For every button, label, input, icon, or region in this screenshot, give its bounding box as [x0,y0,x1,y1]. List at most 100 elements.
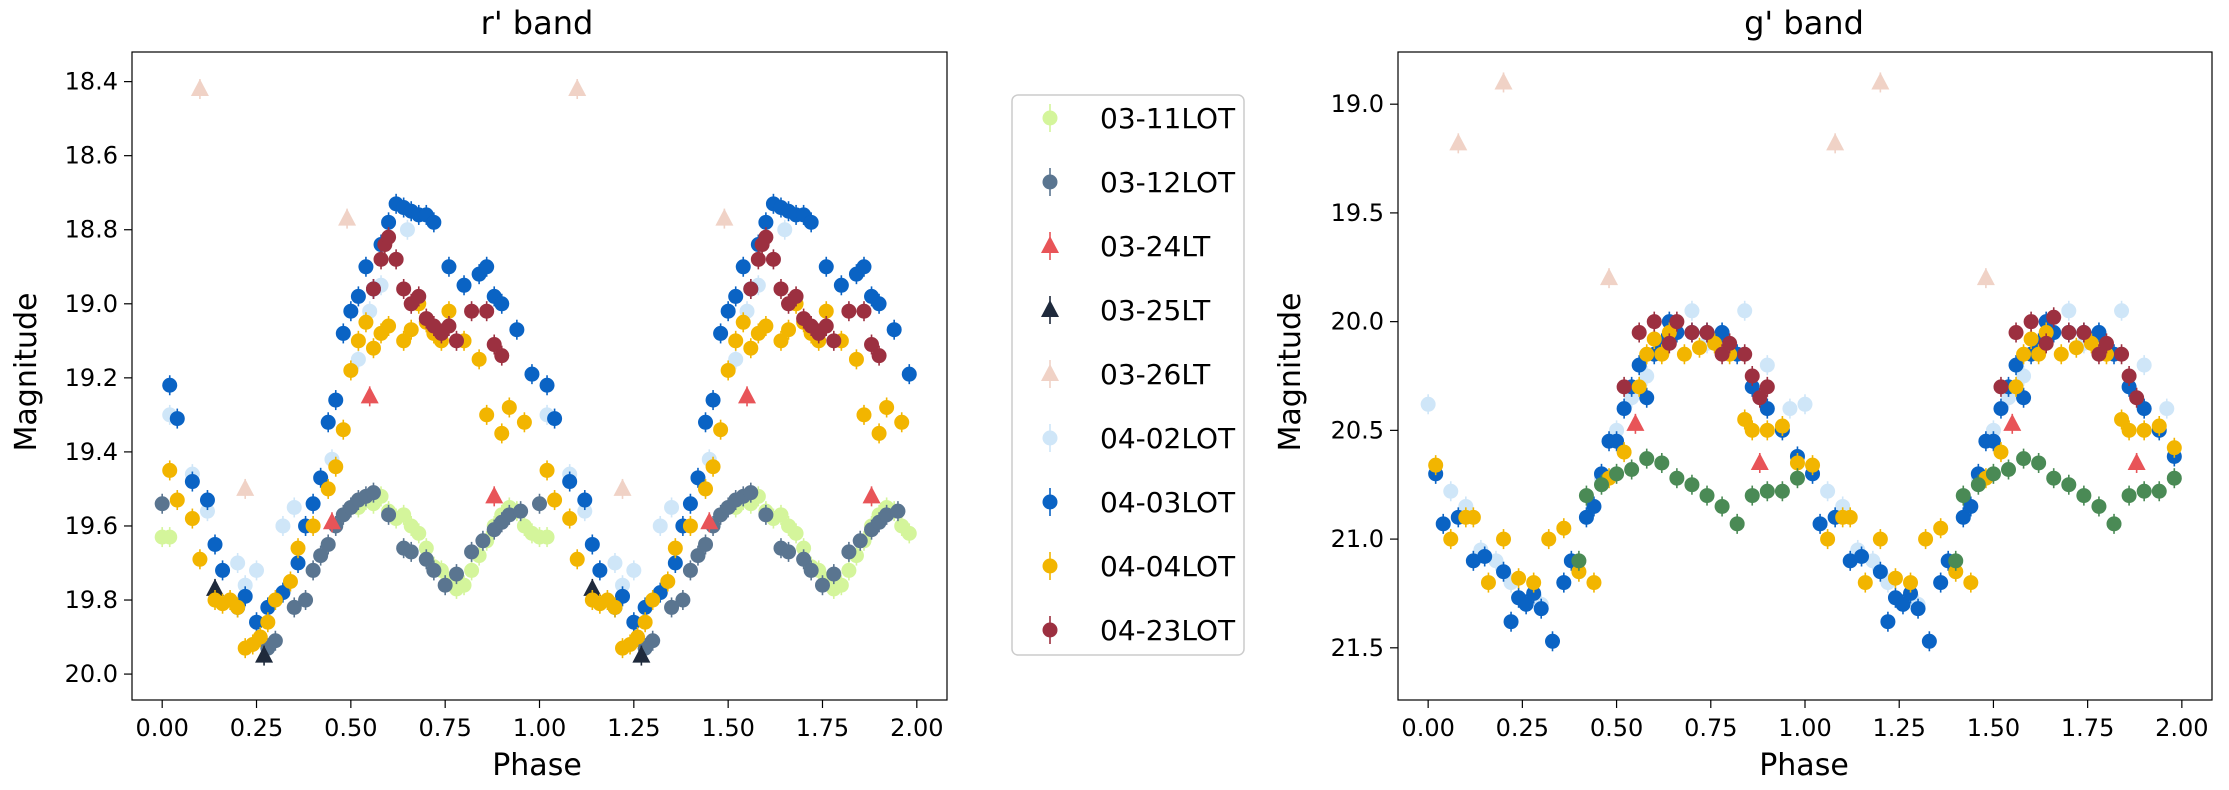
data-point [720,362,736,378]
data-point [1759,483,1775,499]
data-point [2091,498,2107,514]
data-point [577,503,593,519]
data-point [437,577,453,593]
legend: 03-11LOT 03-12LOT 03-24LT 03-25LT 03-26LT 04-… [1011,94,1245,656]
g-band-ylabel: Magnitude [1273,293,1308,452]
data-point [690,470,706,486]
data-point [814,577,830,593]
data-point [249,562,265,578]
data-point [162,529,178,545]
data-point [464,303,480,319]
data-point [728,333,744,349]
data-point [773,281,789,297]
data-point [1646,331,1662,347]
data-point [335,325,351,341]
data-point [1496,531,1512,547]
data-point [1654,455,1670,471]
data-point [448,333,464,349]
data-point [1654,346,1670,362]
data-point [513,503,529,519]
data-point [1744,368,1760,384]
data-point [2053,346,2069,362]
data-point [501,507,517,523]
data-point [803,562,819,578]
data-point [456,277,472,293]
data-point [626,614,642,630]
data-point [184,511,200,527]
r-band-series-04-04LOT [162,293,910,659]
data-point [1541,531,1557,547]
data-point [682,562,698,578]
data-point [532,496,547,512]
data-point [1594,477,1609,493]
data-point [743,485,759,501]
g-band-xtick-label: 0.50 [1590,714,1643,742]
r-band-axes-frame [131,51,948,701]
data-point [1609,422,1625,438]
data-point [667,555,683,571]
data-point [2023,331,2039,347]
data-point [418,540,434,556]
data-point [184,474,200,490]
data-point [2061,477,2077,493]
g-band-xtick-label: 1.75 [2061,714,2114,742]
data-point [1616,401,1632,417]
data-point [2136,483,2152,499]
r-band-xtick-label: 2.00 [890,714,943,742]
data-point [1571,553,1587,569]
data-point [236,478,255,496]
data-point [1639,390,1655,406]
data-point [2091,325,2107,341]
legend-label: 03-24LT [1100,230,1211,263]
data-point [1691,340,1707,356]
data-point [833,277,849,293]
r-band-xtick-label: 0.00 [135,714,188,742]
data-point [758,318,774,334]
data-point [856,303,872,319]
data-point [475,533,491,549]
data-point [320,481,336,497]
r-band-ytick-label: 19.4 [65,438,118,466]
data-point [1465,509,1481,525]
data-point [2068,340,2084,356]
data-point [1420,396,1436,412]
g-band-series-04-23LOT [1616,307,2145,408]
r-band-series-04-03LOT [162,193,917,633]
g-band-xtick-label: 2.00 [2155,714,2208,742]
data-point [215,562,231,578]
data-point [1669,470,1685,486]
legend-marker [1041,364,1059,381]
legend-item: 04-04LOT [1042,550,1236,583]
data-point [1616,379,1632,395]
data-point [833,577,849,593]
data-point [486,337,502,353]
data-point [894,414,910,430]
data-point [169,492,185,508]
data-point [2016,451,2032,467]
data-point [479,259,495,275]
data-point [1737,411,1753,427]
data-point [1661,335,1677,351]
g-band-ytick-label: 21.0 [1331,525,1384,553]
data-point [690,548,706,564]
data-point [1631,379,1647,395]
data-point [818,303,834,319]
data-point [286,599,302,615]
data-point [1857,575,1873,591]
legend-label: 03-12LOT [1100,166,1236,199]
legend-marker [1042,174,1058,190]
data-point [2001,390,2016,406]
data-point [547,492,563,508]
data-point [411,525,427,541]
data-point [1626,413,1645,431]
r-band-ytick-label: 18.4 [65,68,118,96]
data-point [1842,553,1858,569]
data-point [2121,488,2137,504]
data-point [1759,357,1775,373]
data-point [1722,335,1738,351]
data-point [1744,488,1760,504]
data-point [343,303,359,319]
legend-label: 03-11LOT [1100,102,1236,135]
data-point [781,322,797,338]
